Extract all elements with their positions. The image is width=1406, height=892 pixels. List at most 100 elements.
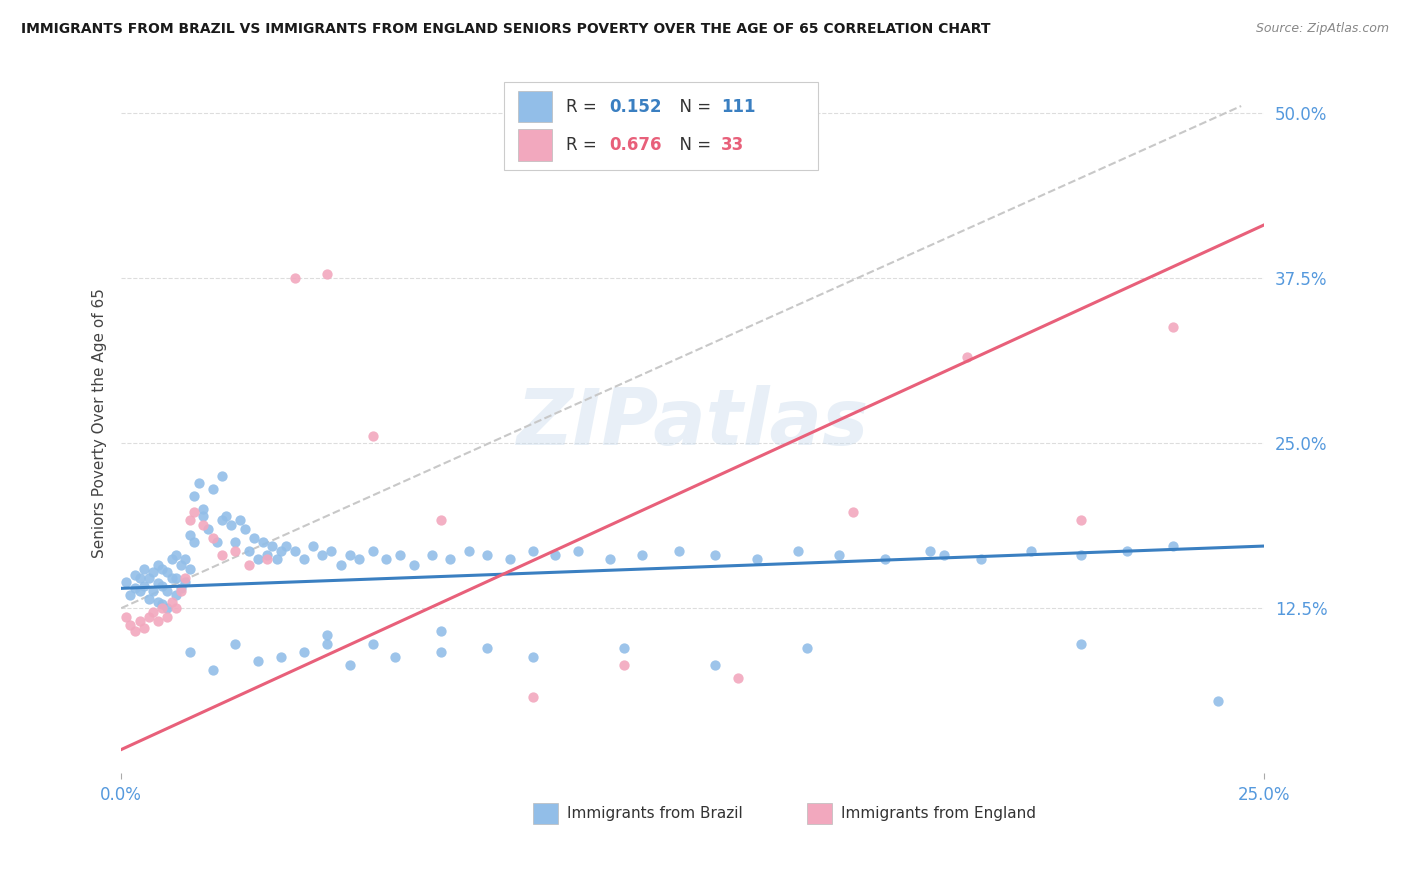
FancyBboxPatch shape: [503, 82, 818, 169]
Point: [156, 566, 179, 580]
Point: [128, 571, 150, 585]
Point: [114, 610, 136, 624]
Point: [522, 650, 544, 665]
Point: [1161, 319, 1184, 334]
Point: [142, 584, 165, 599]
Point: [201, 482, 224, 496]
Point: [613, 657, 636, 672]
Point: [156, 610, 179, 624]
Text: 111: 111: [721, 97, 755, 116]
Point: [316, 637, 339, 651]
Text: N =: N =: [669, 97, 716, 116]
Point: [146, 615, 169, 629]
Point: [193, 502, 215, 516]
Point: [174, 571, 197, 585]
Point: [430, 624, 453, 638]
Point: [828, 549, 851, 563]
Point: [1019, 544, 1042, 558]
Point: [238, 558, 260, 572]
Text: R =: R =: [565, 136, 602, 154]
Point: [174, 552, 197, 566]
Point: [211, 549, 233, 563]
Point: [224, 637, 246, 651]
Point: [150, 597, 173, 611]
Point: [969, 552, 991, 566]
Point: [183, 535, 205, 549]
Point: [138, 610, 160, 624]
Point: [339, 657, 361, 672]
Point: [567, 544, 589, 558]
Point: [156, 584, 179, 599]
Point: [183, 505, 205, 519]
Point: [146, 558, 169, 572]
Point: [402, 558, 425, 572]
Point: [211, 469, 233, 483]
Point: [138, 591, 160, 606]
Point: [132, 561, 155, 575]
Point: [211, 513, 233, 527]
Point: [201, 663, 224, 677]
Point: [339, 549, 361, 563]
Point: [1161, 539, 1184, 553]
Point: [1070, 513, 1092, 527]
Point: [786, 544, 808, 558]
Point: [956, 350, 979, 364]
Point: [302, 539, 325, 553]
Point: [284, 270, 307, 285]
Text: Immigrants from Brazil: Immigrants from Brazil: [567, 806, 742, 822]
Point: [242, 531, 264, 545]
Point: [247, 654, 270, 668]
Point: [262, 539, 284, 553]
Point: [375, 552, 398, 566]
Point: [796, 640, 818, 655]
Text: ZIPatlas: ZIPatlas: [516, 385, 869, 461]
Point: [475, 549, 498, 563]
Point: [150, 601, 173, 615]
Point: [238, 544, 260, 558]
Point: [179, 561, 201, 575]
Point: [522, 690, 544, 704]
Point: [219, 517, 242, 532]
Point: [274, 539, 297, 553]
Point: [522, 544, 544, 558]
Point: [475, 640, 498, 655]
Point: [457, 544, 479, 558]
Text: 0.676: 0.676: [609, 136, 662, 154]
Point: [224, 535, 246, 549]
Point: [873, 552, 896, 566]
FancyBboxPatch shape: [517, 129, 553, 161]
Point: [132, 579, 155, 593]
Point: [361, 637, 384, 651]
Point: [193, 517, 215, 532]
Point: [284, 544, 307, 558]
Point: [224, 544, 246, 558]
Point: [499, 552, 522, 566]
Point: [270, 544, 292, 558]
Point: [745, 552, 768, 566]
Point: [1070, 637, 1092, 651]
Text: N =: N =: [669, 136, 716, 154]
Point: [727, 671, 749, 685]
Text: R =: R =: [565, 97, 602, 116]
Point: [165, 588, 187, 602]
Point: [215, 508, 238, 523]
Text: Immigrants from England: Immigrants from England: [841, 806, 1036, 822]
Point: [146, 576, 169, 591]
Point: [430, 645, 453, 659]
Point: [420, 549, 443, 563]
Point: [329, 558, 352, 572]
Point: [169, 558, 191, 572]
FancyBboxPatch shape: [533, 804, 558, 824]
Point: [142, 566, 165, 580]
Point: [120, 618, 142, 632]
Point: [270, 650, 292, 665]
Point: [1070, 549, 1092, 563]
Point: [389, 549, 412, 563]
Point: [160, 571, 183, 585]
Point: [321, 544, 343, 558]
Point: [229, 513, 252, 527]
Point: [183, 489, 205, 503]
Text: 0.152: 0.152: [609, 97, 662, 116]
Point: [142, 605, 165, 619]
Point: [160, 552, 183, 566]
